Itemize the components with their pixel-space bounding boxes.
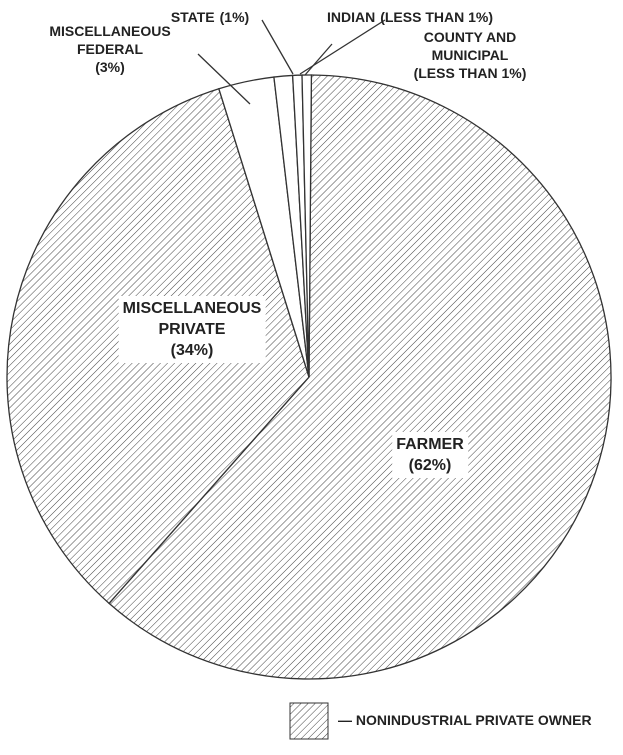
value-label: (62%) (408, 457, 452, 474)
leader-lines (197, 19, 386, 105)
category-label: STATE (170, 9, 215, 25)
category-label: INDIAN (326, 9, 376, 25)
legend-swatch (289, 702, 329, 740)
slice-label: FARMER (62%) (392, 432, 468, 478)
pie-slice (301, 74, 313, 378)
legend-label: — NONINDUSTRIAL PRIVATE OWNER (338, 712, 592, 728)
slice-label: STATE (1%) (171, 8, 249, 26)
category-label: FARMER (396, 436, 464, 453)
value-label: (LESS THAN 1%) (413, 65, 527, 81)
value-label: (3%) (95, 59, 125, 75)
slice-label: INDIAN (LESS THAN 1%) (327, 8, 493, 26)
category-label: MISCELLANEOUS PRIVATE (122, 300, 262, 338)
slice-label: MISCELLANEOUS PRIVATE (34%) (118, 296, 266, 363)
category-label: MISCELLANEOUS FEDERAL (49, 23, 171, 57)
category-label: COUNTY AND MUNICIPAL (423, 29, 517, 63)
pie-slice (108, 74, 612, 680)
slice-label: MISCELLANEOUS FEDERAL (3%) (49, 22, 170, 76)
value-label: (1%) (219, 9, 250, 25)
value-label: (LESS THAN 1%) (380, 9, 494, 25)
value-label: (34%) (170, 342, 214, 359)
slice-label: COUNTY AND MUNICIPAL (LESS THAN 1%) (394, 28, 547, 82)
